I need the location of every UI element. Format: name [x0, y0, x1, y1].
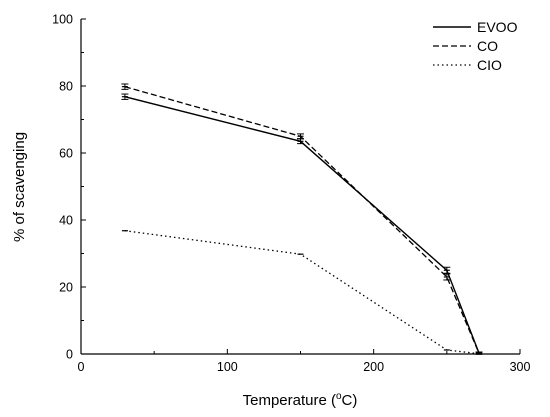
series-line-evoo	[124, 96, 480, 354]
x-tick-label: 100	[217, 360, 238, 374]
y-tick-label: 60	[59, 147, 73, 161]
y-tick-label: 20	[59, 281, 73, 295]
series-line-cio	[124, 230, 480, 355]
series-layer	[121, 83, 483, 355]
x-tick-label: 300	[510, 360, 531, 374]
x-axis-ticks: 0 100 200 300	[78, 349, 531, 374]
x-axis-title-main: Temperature (	[243, 392, 336, 409]
y-axis-ticks: 0 20 40 60 80 100	[52, 13, 86, 362]
x-tick-label: 0	[78, 360, 85, 374]
y-tick-label: 40	[59, 214, 73, 228]
y-tick-label: 100	[52, 13, 73, 27]
y-tick-label: 0	[66, 348, 73, 362]
x-axis-title: Temperature (oC)	[243, 391, 358, 409]
legend-label-cio: CIO	[477, 57, 502, 73]
legend-label-evoo: EVOO	[477, 19, 518, 35]
legend-label-co: CO	[477, 38, 498, 54]
y-tick-label: 80	[59, 80, 73, 94]
x-tick-label: 200	[363, 360, 384, 374]
plot-area	[80, 19, 520, 355]
x-axis-title-sup: o	[336, 391, 342, 402]
legend: EVOO CO CIO	[433, 19, 518, 73]
series-line-co	[124, 86, 480, 354]
y-axis-title: % of scavenging	[11, 132, 28, 242]
x-axis-title-end: C)	[342, 392, 358, 409]
